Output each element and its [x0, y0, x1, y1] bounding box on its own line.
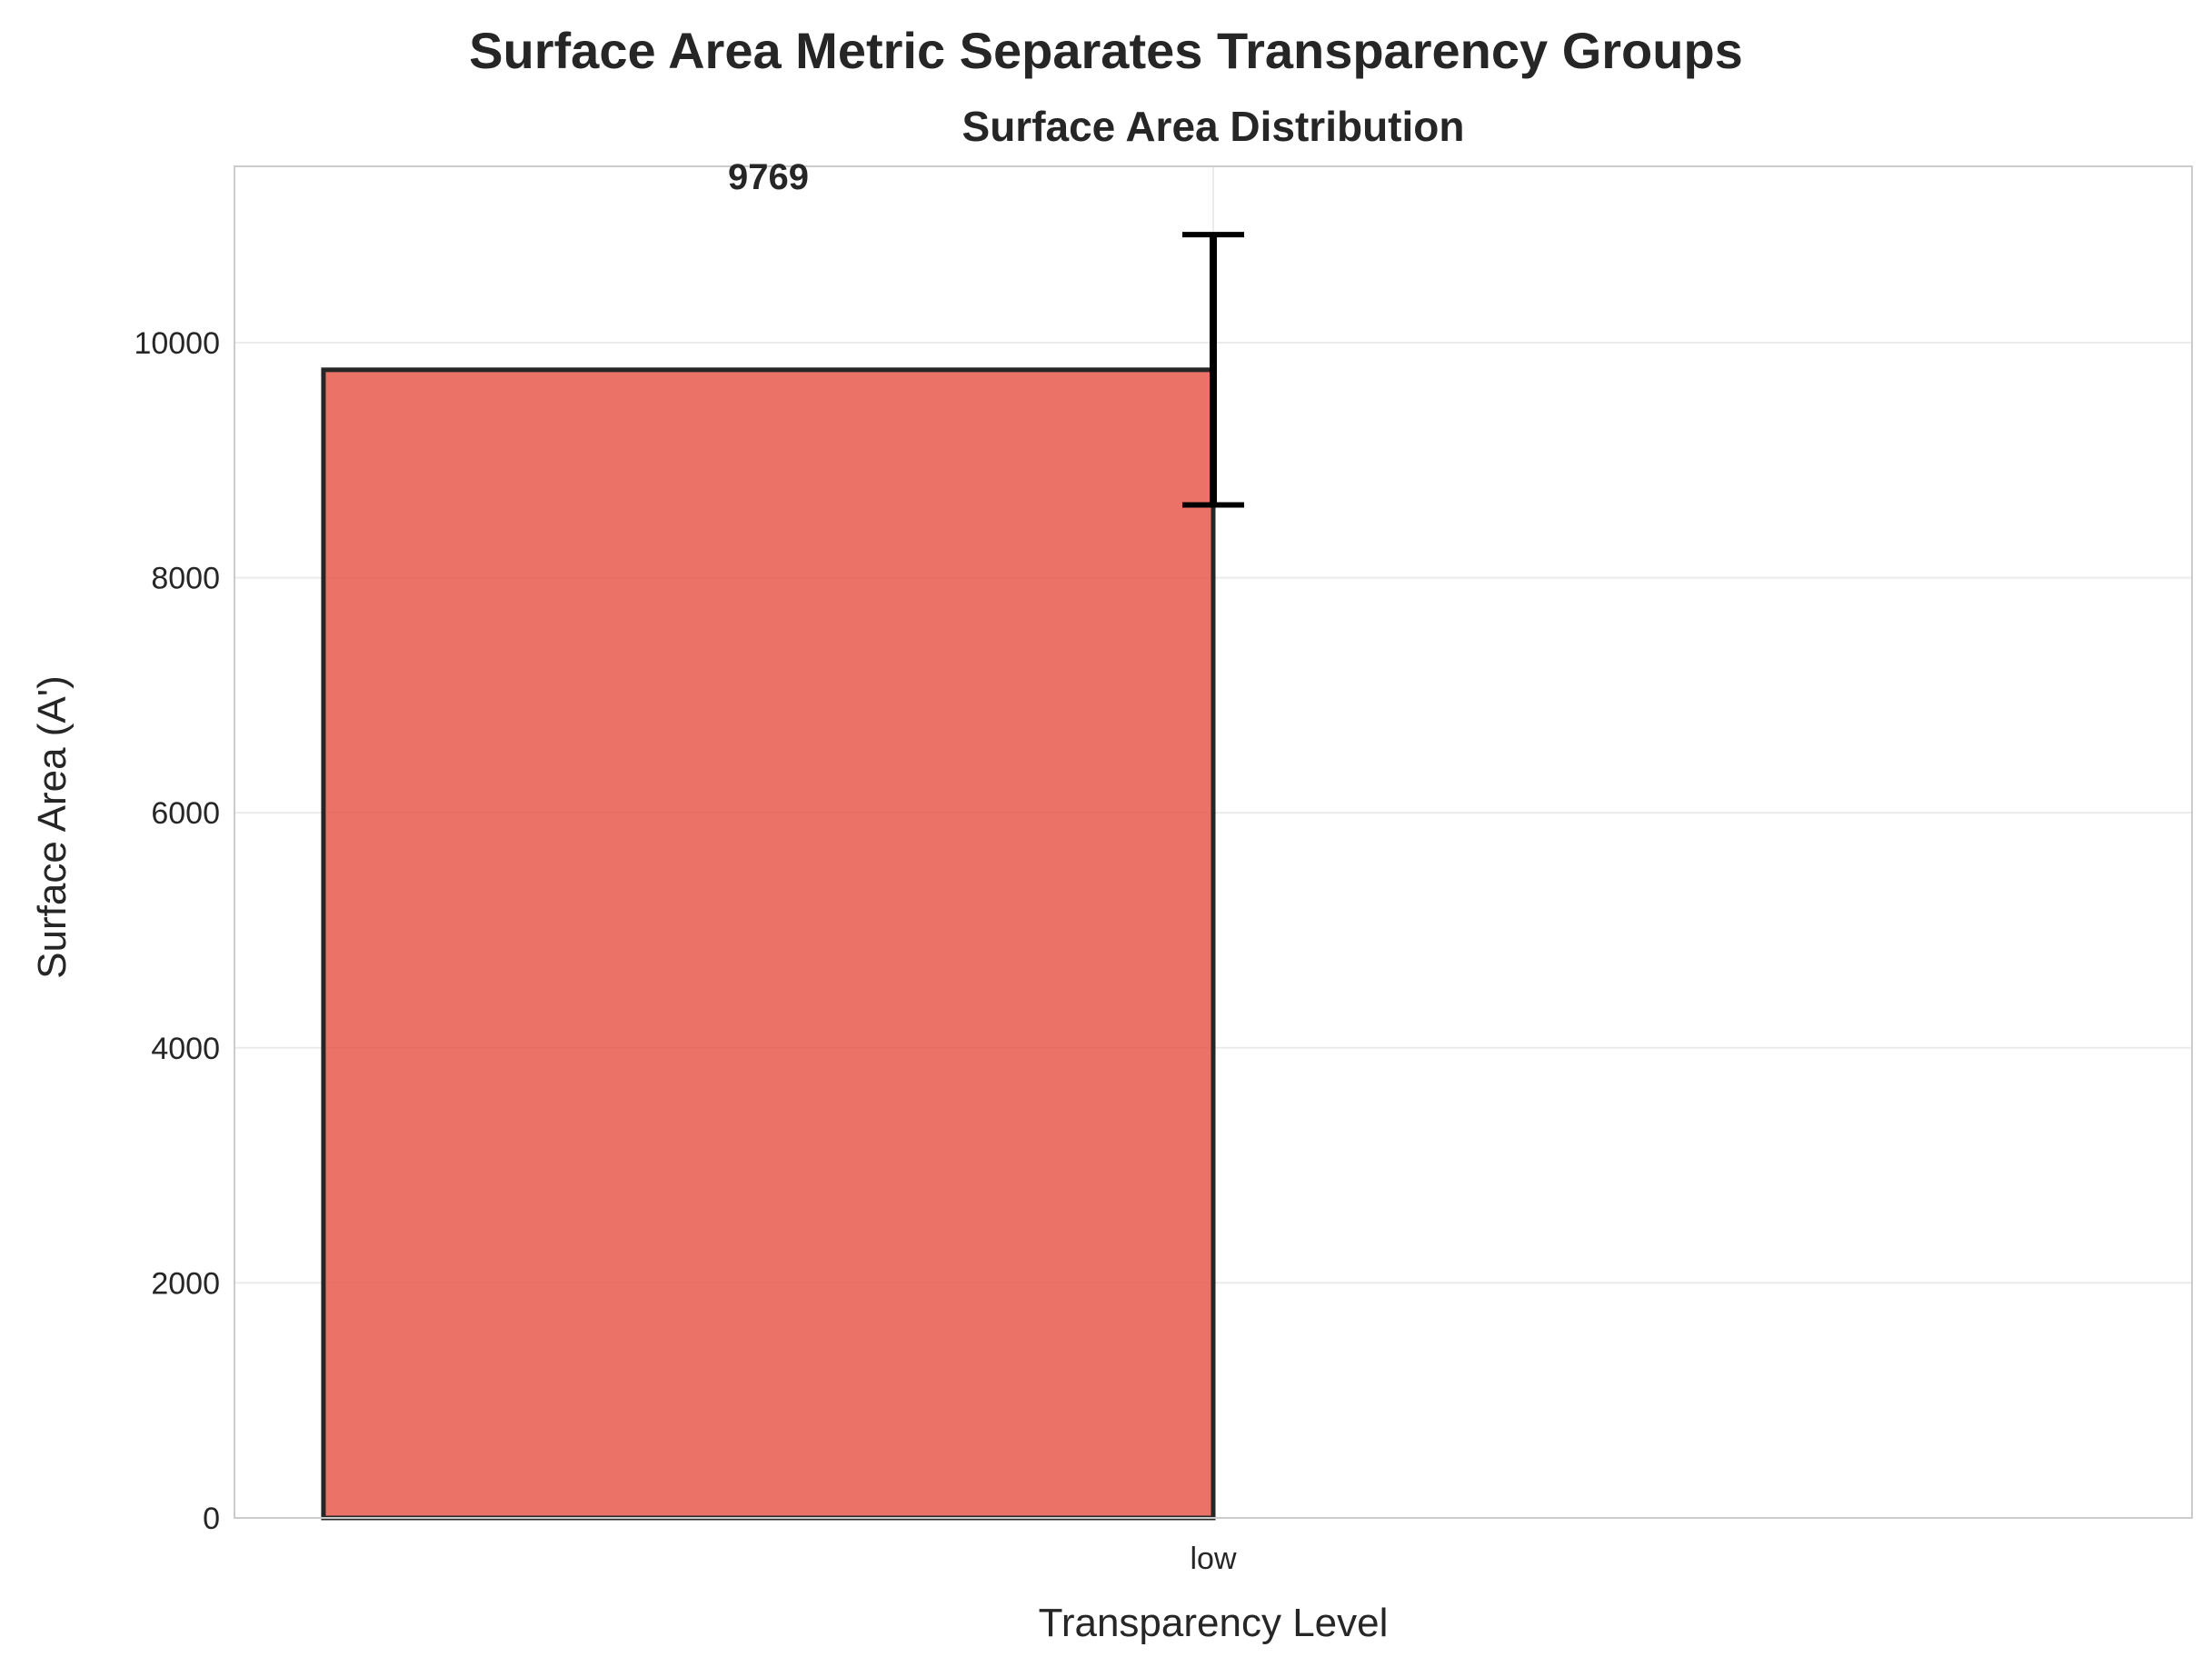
- x-tick-label: low: [1190, 1542, 1236, 1576]
- y-tick-label: 2000: [151, 1266, 220, 1301]
- y-axis-label: Surface Area (A'): [30, 675, 75, 979]
- y-tick-label: 4000: [151, 1032, 220, 1066]
- x-axis-ticks: low: [1190, 1542, 1236, 1576]
- y-axis-ticks: 0 2000 4000 6000 8000 10000: [134, 326, 220, 1536]
- chart-title: Surface Area Metric Separates Transparen…: [469, 22, 1743, 79]
- y-tick-label: 0: [203, 1502, 220, 1536]
- chart-subtitle: Surface Area Distribution: [962, 103, 1465, 150]
- bars: [321, 367, 1216, 1521]
- plot-frame: [234, 165, 2193, 1519]
- x-axis-label: Transparency Level: [1039, 1601, 1389, 1645]
- data-labels: 9769: [728, 157, 809, 197]
- bar-value-label: 9769: [728, 157, 809, 197]
- y-tick-label: 10000: [134, 326, 220, 361]
- bar: [321, 367, 1216, 1521]
- y-tick-label: 8000: [151, 562, 220, 596]
- y-tick-label: 6000: [151, 796, 220, 831]
- error-bars: [1182, 232, 1244, 508]
